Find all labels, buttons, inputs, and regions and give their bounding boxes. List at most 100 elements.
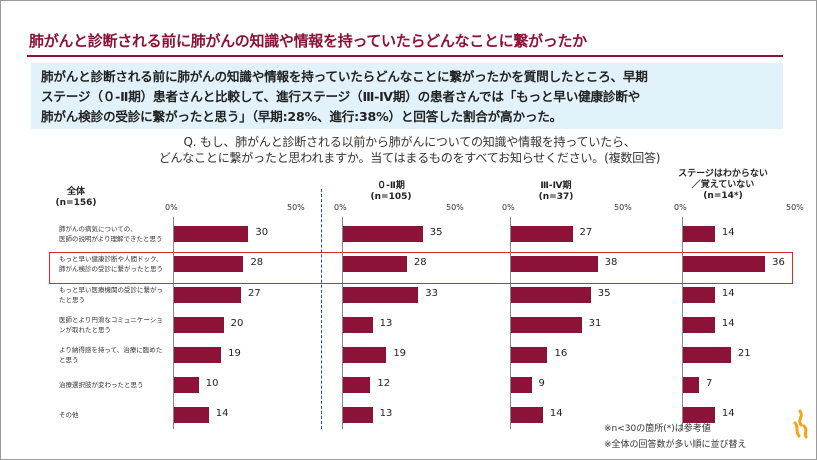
axis-tick-label: 50% (446, 203, 464, 212)
category-label-line: ンが取れたと思う (59, 326, 111, 334)
bar (174, 347, 222, 363)
title-underline (27, 55, 783, 57)
category-label: もっと早い健康診断や人間ドック、 肺がん検診の受診に繋がったと思う (59, 254, 169, 274)
bar (511, 407, 543, 423)
bar (511, 347, 548, 363)
category-label: 医師とより円滑なコミュニケーショ ンが取れたと思う (59, 315, 169, 335)
bar (174, 317, 224, 333)
panel-title-line: (n=105) (370, 192, 412, 202)
summary-line: 肺がん検診の受診に繋がったと思う」（早期:28%、進行:38%）と回答した割合が… (41, 109, 563, 124)
category-label-line: と思う (59, 356, 79, 364)
slide-title: 肺がんと診断される前に肺がんの知識や情報を持っていたらどんなことに繋がったか (29, 32, 587, 50)
bar (683, 347, 731, 363)
bar (174, 256, 244, 272)
data-label: 9 (538, 378, 545, 389)
bar (343, 377, 371, 393)
data-label: 19 (393, 348, 407, 359)
data-label: 19 (228, 348, 241, 359)
panel-divider (321, 189, 322, 429)
bar (343, 407, 373, 423)
axis-tick-label: 0% (165, 203, 178, 212)
bar (343, 256, 407, 272)
question-line: どんなことに繋がったと思われますか。当てはまるものをすべてお知らせください。(複… (158, 151, 661, 165)
panel-title-line: 全体 (66, 187, 85, 197)
panel-title: 全体 (n=156) (41, 187, 111, 209)
bar (683, 407, 715, 423)
panel-title-line: (n=156) (55, 198, 97, 208)
category-label-line: 医師とより円滑なコミュニケーショ (59, 316, 163, 324)
category-label: もっと早い医療機関の受診に繋がっ たと思う (59, 285, 169, 305)
bar (511, 377, 532, 393)
bar (683, 317, 715, 333)
bar (511, 256, 598, 272)
panel-title: ステージはわからない ／覚えていない (n=14*) (673, 169, 773, 202)
axis-tick-label: 50% (287, 203, 305, 212)
data-label: 13 (379, 408, 393, 419)
data-label: 14 (721, 227, 735, 238)
summary-line: ステージ（０-Ⅱ期）患者さんと比較して、進行ステージ（Ⅲ-Ⅳ期）の患者さんでは「… (41, 89, 641, 104)
data-label: 20 (230, 318, 244, 329)
category-label-line: 医師の説明がより理解できたと思う (59, 235, 163, 243)
category-label: より納得感を持って、治療に臨めた と思う (59, 345, 169, 365)
data-label: 14 (549, 408, 563, 419)
bar (683, 226, 715, 242)
axis-line (173, 217, 174, 429)
bar (343, 287, 419, 303)
category-label-line: たと思う (59, 296, 85, 304)
bar (343, 347, 387, 363)
data-label: 31 (588, 318, 602, 329)
bar (174, 226, 249, 242)
data-label: 7 (705, 378, 713, 389)
axis-tick-label: 0% (502, 203, 515, 212)
panel-title-line: ／覚えていない (691, 180, 755, 190)
data-label: 35 (597, 288, 611, 299)
panel-title: Ⅲ-Ⅳ期 (n=37) (516, 181, 596, 203)
data-label: 21 (737, 348, 751, 359)
axis-line (510, 217, 511, 429)
data-label: 27 (579, 227, 593, 238)
axis-line (342, 217, 343, 429)
question-line: Q. もし、肺がんと診断される以前から肺がんについての知識や情報を持っていたら、 (183, 135, 636, 149)
data-label: 33 (425, 288, 438, 299)
data-label: 10 (205, 378, 219, 389)
panel-title-line: (n=14*) (703, 191, 743, 201)
panel-title-line: ステージはわからない (678, 169, 768, 179)
bar (174, 287, 241, 303)
category-label-line: その他 (59, 411, 79, 419)
panel-title-line: (n=37) (538, 192, 574, 202)
category-label-line: 肺がんの病気についての、 (59, 225, 137, 233)
data-label: 28 (413, 257, 427, 268)
footnote: ※n<30の箇所(*)は参考値 (604, 424, 711, 434)
data-label: 14 (721, 408, 735, 419)
data-label: 38 (604, 257, 618, 268)
axis-tick-label: 0% (334, 203, 347, 212)
category-label: その他 (59, 410, 169, 420)
summary-box: 肺がんと診断される前に肺がんの知識や情報を持っていたらどんなことに繋がったかを質… (31, 63, 783, 129)
axis-tick-label: 50% (614, 203, 632, 212)
highlight-box (49, 252, 793, 284)
data-label: 14 (215, 408, 229, 419)
panel-title: ０-Ⅱ期 (n=105) (351, 181, 431, 203)
data-label: 13 (379, 318, 393, 329)
axis-tick-label: 0% (674, 203, 687, 212)
data-label: 16 (554, 348, 568, 359)
footnote: ※全体の回答数が多い順に並び替え (604, 440, 747, 450)
bar (511, 317, 582, 333)
data-label: 36 (772, 257, 785, 268)
summary-line: 肺がんと診断される前に肺がんの知識や情報を持っていたらどんなことに繋がったかを質… (41, 69, 648, 84)
data-label: 12 (377, 378, 391, 389)
data-label: 14 (721, 318, 735, 329)
company-logo-icon (793, 409, 808, 439)
category-label-line: もっと早い医療機関の受診に繋がっ (59, 286, 163, 294)
category-label-line: 治療選択肢が変わったと思う (59, 381, 144, 389)
data-label: 30 (255, 227, 269, 238)
data-label: 35 (429, 227, 443, 238)
bar (174, 377, 199, 393)
category-label: 治療選択肢が変わったと思う (59, 380, 169, 390)
bar (343, 317, 373, 333)
bar (683, 377, 699, 393)
bar (683, 287, 715, 303)
category-label-line: より納得感を持って、治療に臨めた (59, 346, 163, 354)
data-label: 28 (250, 257, 264, 268)
